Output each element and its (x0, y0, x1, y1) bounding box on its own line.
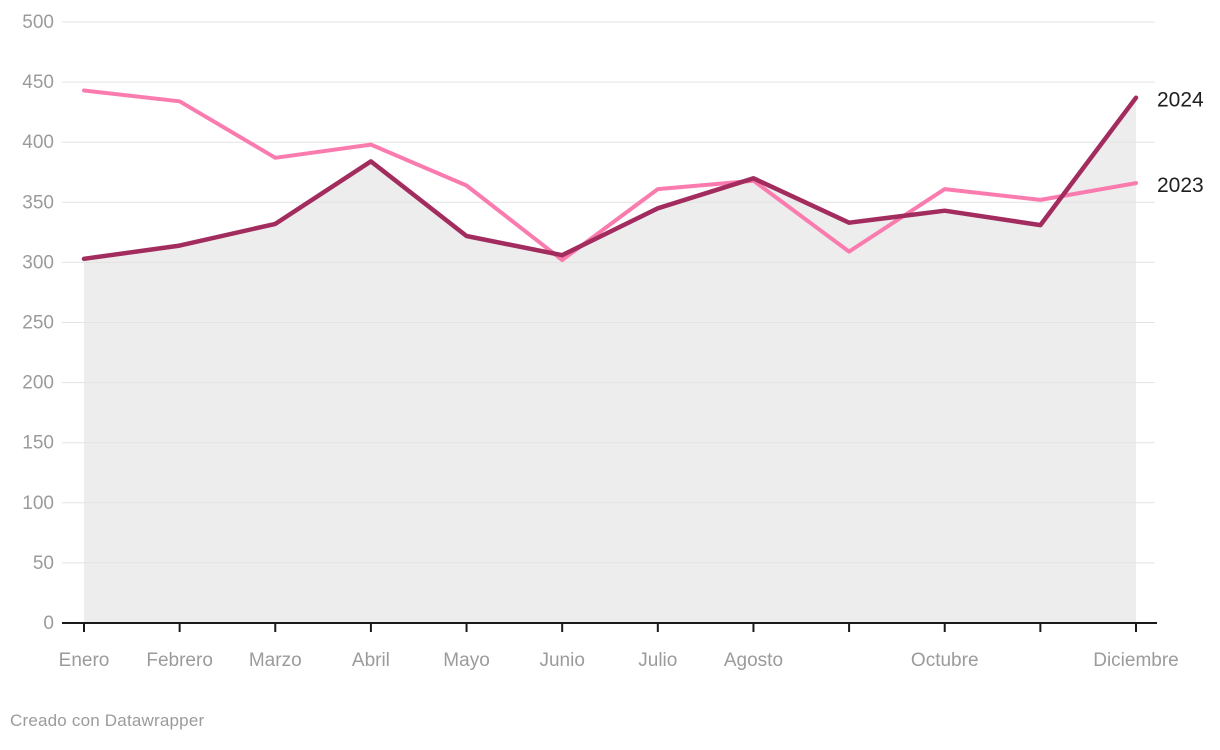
line-2023 (82, 88, 1138, 262)
x-axis-month-label-abril: Abril (352, 650, 390, 671)
attribution-text: Creado con Datawrapper (10, 711, 205, 730)
x-axis-month-label-junio: Junio (539, 650, 584, 671)
line-chart-svg: 0 50 100 150 200 250 300 350 400 450 500 Enero Febre… (22, 12, 1204, 671)
x-axis-month-label-agosto: Agosto (724, 650, 783, 671)
y-axis-tick-label: 250 (22, 313, 54, 334)
y-axis-tick-label: 200 (22, 373, 54, 394)
x-axis-month-label-enero: Enero (59, 650, 110, 671)
area-fill-2024 (84, 97, 1136, 623)
y-axis-tick-label: 100 (22, 493, 54, 514)
line-2024 (81, 95, 1139, 262)
y-axis-tick-label: 0 (43, 613, 54, 634)
y-axis-tick-label: 50 (33, 553, 54, 574)
y-axis-tick-label: 500 (22, 12, 54, 33)
x-axis-month-label-julio: Julio (638, 650, 677, 671)
y-axis-tick-label: 300 (22, 252, 54, 273)
series-label-2023: 2023 (1157, 174, 1204, 197)
line-chart: 0 50 100 150 200 250 300 350 400 450 500 Enero Febre… (22, 12, 1204, 671)
y-axis-tick-label: 350 (22, 192, 54, 213)
x-axis-month-label-diciembre: Diciembre (1093, 650, 1179, 671)
y-axis-tick-label: 150 (22, 433, 54, 454)
x-axis-month-label-mayo: Mayo (443, 650, 489, 671)
y-axis-tick-label: 400 (22, 132, 54, 153)
x-axis-month-label-marzo: Marzo (249, 650, 302, 671)
x-axis-month-label-febrero: Febrero (146, 650, 213, 671)
series-label-2024: 2024 (1157, 89, 1204, 112)
y-axis-tick-label: 450 (22, 72, 54, 93)
x-axis-month-label-octubre: Octubre (911, 650, 979, 671)
